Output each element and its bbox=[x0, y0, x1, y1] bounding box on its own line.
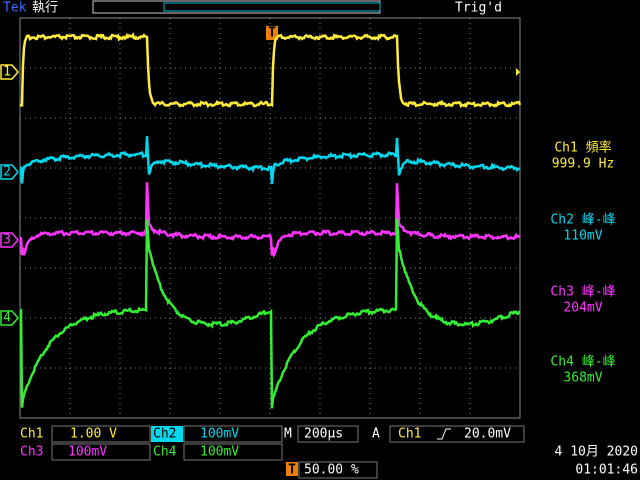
channel-markers: 1 2 3 4 bbox=[0, 64, 19, 326]
channel-marker: 3 bbox=[3, 233, 11, 248]
measurement-value: 204mV bbox=[563, 301, 602, 316]
trigger-source: Ch1 bbox=[398, 427, 421, 442]
measurement-value: 999.9 Hz bbox=[552, 157, 615, 172]
ch4-label: Ch4 bbox=[153, 445, 177, 460]
timebase-label: M bbox=[284, 427, 292, 442]
channel-marker-shape bbox=[0, 232, 19, 248]
waveform-c1 bbox=[19, 32, 522, 109]
trigger-marker: T bbox=[268, 26, 276, 41]
measurement-label: Ch3 峰-峰 bbox=[550, 285, 615, 300]
ch2-label-box bbox=[151, 426, 183, 442]
ch4-box bbox=[183, 443, 283, 461]
trigger-slope bbox=[437, 428, 451, 440]
ch2-box bbox=[183, 425, 283, 443]
position-value: 50.00 % bbox=[304, 463, 359, 478]
trigger-marker-box bbox=[266, 26, 278, 40]
measurement-label: Ch2 峰-峰 bbox=[550, 213, 615, 228]
channel-marker: 4 bbox=[3, 311, 11, 326]
waveform-c4 bbox=[19, 218, 521, 409]
channel-marker: 1 bbox=[3, 65, 11, 80]
ch2-label: Ch2 bbox=[153, 427, 176, 442]
channel-marker-shape bbox=[0, 64, 19, 80]
measurement-value: 368mV bbox=[563, 371, 602, 386]
ch1-label: Ch1 bbox=[20, 427, 43, 442]
measurement-value: 110mV bbox=[563, 229, 602, 244]
ch3-box bbox=[51, 443, 151, 461]
timebase-value: 200µs bbox=[304, 427, 343, 442]
ch1-scale: 1.00 V bbox=[70, 427, 117, 442]
trigger-level: 20.0mV bbox=[464, 427, 511, 442]
trigger-box bbox=[389, 425, 525, 443]
measurement-label: Ch4 峰-峰 bbox=[550, 355, 615, 370]
ch3-label: Ch3 bbox=[20, 445, 43, 460]
waveform-c3 bbox=[19, 182, 521, 259]
ch2-scale: 100mV bbox=[200, 427, 239, 442]
record-window bbox=[163, 2, 381, 12]
measurement-label: Ch1 頻率 bbox=[554, 140, 611, 156]
ch3-scale: 100mV bbox=[68, 445, 107, 460]
time: 01:01:46 bbox=[575, 463, 638, 478]
waveform-c2 bbox=[19, 136, 521, 185]
trigger-status: Trig'd bbox=[455, 1, 502, 16]
ch1-box bbox=[51, 425, 151, 443]
position-marker: T bbox=[288, 463, 296, 478]
position-marker-box bbox=[286, 462, 298, 476]
channel-marker-shape bbox=[0, 164, 19, 180]
trigger-level-arrow bbox=[516, 68, 520, 76]
channel-marker-shape bbox=[0, 310, 19, 326]
waveforms bbox=[19, 32, 522, 409]
ch4-scale: 100mV bbox=[200, 445, 239, 460]
run-state: 執行 bbox=[32, 0, 58, 16]
timebase-box bbox=[297, 425, 359, 443]
date: 4 10月 2020 bbox=[555, 445, 638, 460]
trigger-mode: A bbox=[372, 427, 380, 442]
brand: Tek bbox=[3, 1, 27, 16]
channel-marker: 2 bbox=[3, 165, 11, 180]
position-box bbox=[298, 461, 378, 479]
readouts: Ch1 1.00 V Ch2 100mV M 200µs A Ch1 20.0m… bbox=[20, 425, 638, 479]
